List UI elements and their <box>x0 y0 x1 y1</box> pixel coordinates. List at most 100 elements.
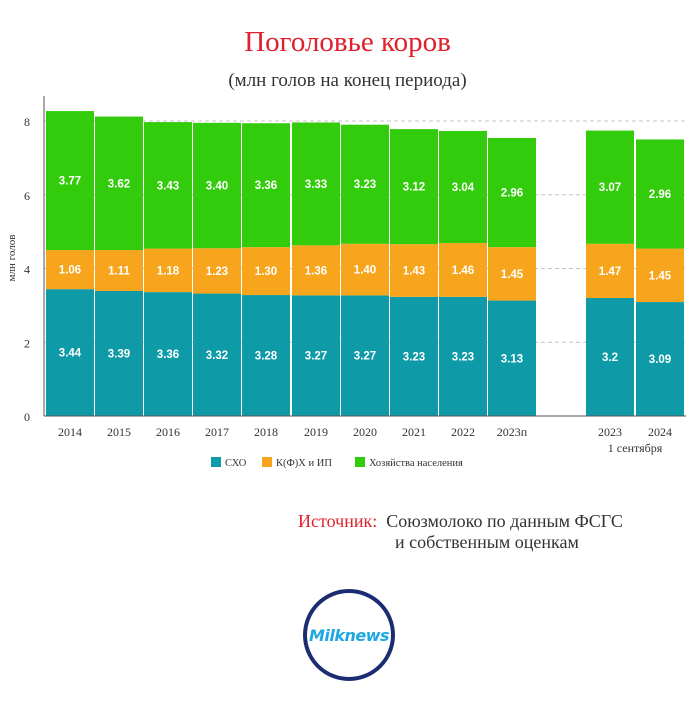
data-label: 3.12 <box>403 182 425 194</box>
data-label: 3.23 <box>354 179 376 191</box>
bar-segment-2 <box>144 122 192 249</box>
legend: СХО К(Ф)Х и ИП Хозяйства населения <box>211 457 463 469</box>
milknews-logo: Milknews <box>303 589 395 681</box>
group-label: 1 сентября <box>608 441 663 455</box>
bars <box>46 111 684 416</box>
bar-segment-0 <box>46 289 94 416</box>
y-axis-label: млн голов <box>6 235 18 282</box>
legend-swatch-0 <box>211 457 221 467</box>
bar-segment-2 <box>95 116 143 251</box>
data-label: 3.39 <box>108 348 130 360</box>
bar-segment-1 <box>488 247 536 301</box>
bar-segment-1 <box>586 243 634 298</box>
legend-swatch-1 <box>262 457 272 467</box>
data-label: 3.13 <box>501 353 523 365</box>
data-label: 3.2 <box>602 352 618 364</box>
bar-segment-1 <box>95 250 143 291</box>
data-label: 1.46 <box>452 265 474 277</box>
x-tick-label: 2018 <box>254 425 278 439</box>
x-tick-label: 2023 <box>598 425 622 439</box>
bar-segment-1 <box>341 243 389 296</box>
source-text-line2: и собственным оценкам <box>395 532 579 552</box>
x-tick-label: 2021 <box>402 425 426 439</box>
x-tick-label: 2015 <box>107 425 131 439</box>
x-tick-label: 2016 <box>156 425 180 439</box>
data-label: 2.96 <box>501 188 523 200</box>
bar-segment-0 <box>292 295 340 416</box>
bar-segment-0 <box>586 298 634 416</box>
data-label: 1.47 <box>599 266 621 278</box>
data-label: 3.36 <box>157 349 179 361</box>
bar-segment-0 <box>95 290 143 416</box>
data-label: 1.06 <box>59 265 81 277</box>
stacked-bar-chart: 3.44 1.06 3.77 3.39 1.11 3.62 3.36 1.18 3.43 3.32… <box>6 96 686 469</box>
data-label: 3.09 <box>649 354 671 366</box>
y-tick-label: 8 <box>24 115 30 129</box>
legend-label-2: Хозяйства населения <box>369 458 463 469</box>
data-label: 3.04 <box>452 182 475 194</box>
bar-segment-1 <box>439 243 487 297</box>
data-label: 3.23 <box>403 351 425 363</box>
data-label: 3.33 <box>305 179 327 191</box>
bar-segment-0 <box>488 300 536 416</box>
bar-segment-2 <box>242 123 290 248</box>
x-tick-label: 2014 <box>58 425 82 439</box>
data-label: 1.30 <box>255 266 277 278</box>
legend-label-0: СХО <box>225 458 247 469</box>
source-text-line1: Союзмолоко по данным ФСГС <box>386 511 623 531</box>
data-label: 1.43 <box>403 266 425 278</box>
bar-segment-1 <box>46 250 94 290</box>
data-label: 1.36 <box>305 265 327 277</box>
bar-segment-2 <box>46 111 94 251</box>
bar-segment-1 <box>636 248 684 303</box>
bar-segment-1 <box>390 244 438 297</box>
data-label: 1.23 <box>206 266 228 278</box>
data-label: 1.45 <box>649 270 672 282</box>
axes: 0 2 4 6 8 млн голов 2014 2015 2016 2017 2018 2019 20… <box>6 96 686 455</box>
legend-label-1: К(Ф)Х и ИП <box>276 458 332 469</box>
x-tick-label: 2017 <box>205 425 229 439</box>
data-label: 3.40 <box>206 181 228 193</box>
data-label: 3.32 <box>206 350 228 362</box>
bar-segment-2 <box>439 130 487 244</box>
chart-title: Поголовье коров <box>244 26 451 58</box>
x-tick-label: 2024 <box>648 425 672 439</box>
bar-segment-0 <box>439 296 487 416</box>
data-label: 2.96 <box>649 189 671 201</box>
x-tick-label: 2022 <box>451 425 475 439</box>
data-label: 3.28 <box>255 351 278 363</box>
bar-segment-0 <box>242 295 290 416</box>
data-label: 3.44 <box>59 348 82 360</box>
legend-swatch-2 <box>355 457 365 467</box>
logo-text: Milknews <box>308 625 390 645</box>
data-label: 3.36 <box>255 180 277 192</box>
bar-segment-0 <box>144 292 192 416</box>
bar-segment-0 <box>636 302 684 416</box>
bar-segment-0 <box>390 296 438 416</box>
data-label: 1.40 <box>354 265 376 277</box>
bar-segment-0 <box>341 295 389 416</box>
data-label: 3.27 <box>305 351 327 363</box>
x-tick-label: 2023п <box>497 425 528 439</box>
bar-segment-2 <box>292 122 340 246</box>
y-tick-label: 4 <box>24 263 30 277</box>
data-label: 1.45 <box>501 269 524 281</box>
data-label: 3.23 <box>452 351 474 363</box>
bar-segment-2 <box>488 137 536 248</box>
y-tick-label: 6 <box>24 189 30 203</box>
bar-segment-1 <box>292 245 340 296</box>
source-label: Источник: <box>298 511 378 531</box>
data-label: 3.07 <box>599 182 621 194</box>
data-labels: 3.44 1.06 3.77 3.39 1.11 3.62 3.36 1.18 3.43 3.32… <box>59 176 672 366</box>
bar-segment-2 <box>341 124 389 244</box>
data-label: 3.43 <box>157 180 179 192</box>
data-label: 3.77 <box>59 176 81 188</box>
bar-segment-2 <box>586 130 634 244</box>
bar-segment-0 <box>193 293 241 416</box>
x-tick-label: 2019 <box>304 425 328 439</box>
source-note: Источник: Союзмолоко по данным ФСГС и со… <box>298 511 623 553</box>
bar-segment-2 <box>193 122 241 249</box>
bar-segment-1 <box>242 247 290 296</box>
chart-subtitle: (млн голов на конец периода) <box>228 70 467 91</box>
data-label: 3.27 <box>354 351 376 363</box>
